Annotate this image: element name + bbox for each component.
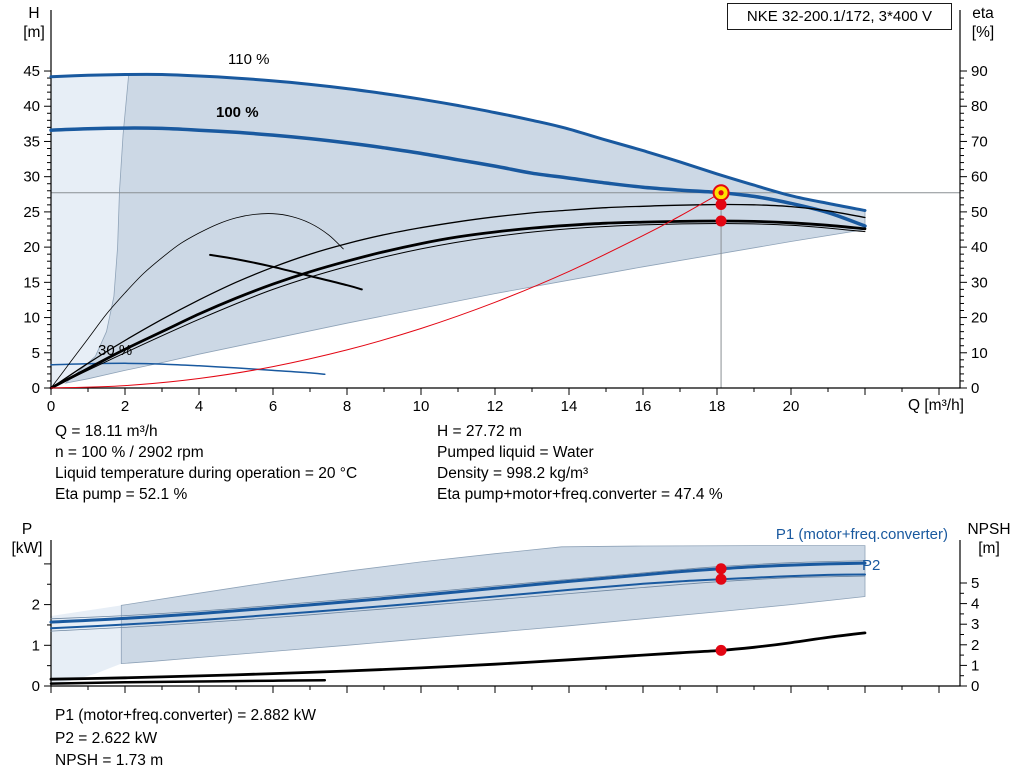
readout-speed: n = 100 % / 2902 rpm	[55, 444, 204, 461]
tick-label: 4	[971, 596, 979, 613]
tick-label: 35	[23, 133, 40, 150]
tick-label: 70	[971, 133, 988, 150]
tick-label: 0	[32, 678, 40, 695]
curve-label-110pct: 110 %	[228, 51, 270, 68]
curve-label-p2: P2	[862, 557, 881, 574]
tick-label: 45	[23, 63, 40, 80]
result-dot	[715, 215, 727, 227]
tick-label: 10	[971, 345, 988, 362]
tick-label: 3	[971, 616, 979, 633]
p2-curve	[50, 573, 866, 630]
tick-label: 2	[32, 597, 40, 614]
tick-label: 0	[971, 380, 979, 397]
tick-label: 40	[23, 98, 40, 115]
npsh-axis-title: NPSH [m]	[958, 520, 1020, 558]
readout-flow: Q = 18.11 m³/h	[55, 423, 158, 440]
tick-label: 5	[971, 575, 979, 592]
tick-label: 14	[561, 398, 578, 415]
speed-100-curve	[49, 126, 867, 228]
tick-label: 2	[971, 637, 979, 654]
tick-label: 0	[32, 380, 40, 397]
curve-label-100pct: 100 %	[216, 104, 259, 121]
result-dot	[715, 573, 727, 585]
power-axis-title: P [kW]	[4, 520, 50, 558]
duty-readout-left: Q = 18.11 m³/h n = 100 % / 2902 rpm Liqu…	[55, 421, 357, 505]
tick-label: 1	[971, 657, 979, 674]
tick-label: 50	[971, 204, 988, 221]
pump-model-label: NKE 32-200.1/172, 3*400 V	[746, 8, 933, 25]
readout-head: H = 27.72 m	[437, 423, 522, 440]
tick-label: 0	[971, 678, 979, 695]
tick-label: 16	[635, 398, 652, 415]
operating-range-pale	[51, 74, 129, 388]
p-30-speed-curve	[49, 679, 327, 685]
readout-pumped-liquid: Pumped liquid = Water	[437, 444, 594, 461]
result-dot	[715, 563, 727, 575]
tick-label: 80	[971, 98, 988, 115]
curve-label-p1: P1 (motor+freq.converter)	[775, 526, 948, 543]
speed-110-curve	[49, 72, 867, 212]
tick-label: 8	[343, 398, 351, 415]
head-axis-symbol: H	[28, 5, 40, 22]
readout-eta-pump: Eta pump = 52.1 %	[55, 486, 188, 503]
readout-p2: P2 = 2.622 kW	[55, 729, 158, 747]
tick-label: 60	[971, 169, 988, 186]
result-dot	[715, 198, 727, 210]
npsh-curve	[49, 631, 867, 681]
npsh-axis-unit: [m]	[978, 540, 1000, 557]
tick-label: 10	[413, 398, 430, 415]
readout-liquid-temp: Liquid temperature during operation = 20…	[55, 465, 358, 482]
pump-model-box: NKE 32-200.1/172, 3*400 V	[727, 3, 952, 30]
tick-label: 4	[195, 398, 203, 415]
eta-total-curve	[49, 219, 867, 390]
eta-axis-title: eta [%]	[960, 4, 1006, 42]
tick-label: 20	[971, 310, 988, 327]
result-dot	[715, 644, 727, 656]
operating-range	[64, 74, 866, 384]
readout-npsh: NPSH = 1.73 m	[55, 752, 164, 769]
eta-axis-unit: [%]	[971, 24, 995, 41]
duty-readout-right: H = 27.72 m Pumped liquid = Water Densit…	[437, 421, 723, 505]
eta-reduced-speed-arc	[50, 213, 344, 389]
readout-eta-total: Eta pump+motor+freq.converter = 47.4 %	[437, 486, 723, 503]
tick-label: 12	[487, 398, 504, 415]
tick-label: 6	[269, 398, 277, 415]
flow-axis-title: Q [m³/h]	[908, 397, 964, 414]
power-axis-unit: [kW]	[11, 540, 43, 557]
tick-label: 0	[47, 398, 55, 415]
head-axis-unit: [m]	[23, 24, 45, 41]
power-readout: P1 (motor+freq.converter) = 2.882 kW P2 …	[55, 705, 316, 773]
power-axis-symbol: P	[21, 521, 33, 538]
tick-label: 30	[971, 274, 988, 291]
eta-axis-symbol: eta	[972, 5, 994, 22]
eta-crossing-segment	[209, 253, 363, 291]
tick-label: 30	[23, 169, 40, 186]
readout-density: Density = 998.2 kg/m³	[437, 465, 589, 482]
tick-label: 25	[23, 204, 40, 221]
tick-label: 2	[121, 398, 129, 415]
head-axis-title: H [m]	[14, 4, 54, 42]
p1-curve	[49, 561, 867, 624]
eta-pump-curve	[50, 203, 866, 389]
tick-label: 1	[32, 637, 40, 654]
tick-label: 20	[23, 239, 40, 256]
power-range	[120, 545, 866, 665]
tick-label: 15	[23, 274, 40, 291]
tick-label: 20	[783, 398, 800, 415]
tick-label: 10	[23, 310, 40, 327]
npsh-axis-symbol: NPSH	[967, 521, 1011, 538]
tick-label: 90	[971, 63, 988, 80]
affinity-parabola	[50, 192, 722, 389]
duty-point-center	[718, 190, 724, 196]
tick-label: 5	[32, 345, 40, 362]
curve-label-30pct: 30 %	[98, 342, 133, 359]
tick-label: 40	[971, 239, 988, 256]
tick-label: 18	[709, 398, 726, 415]
readout-p1: P1 (motor+freq.converter) = 2.882 kW	[55, 707, 317, 724]
